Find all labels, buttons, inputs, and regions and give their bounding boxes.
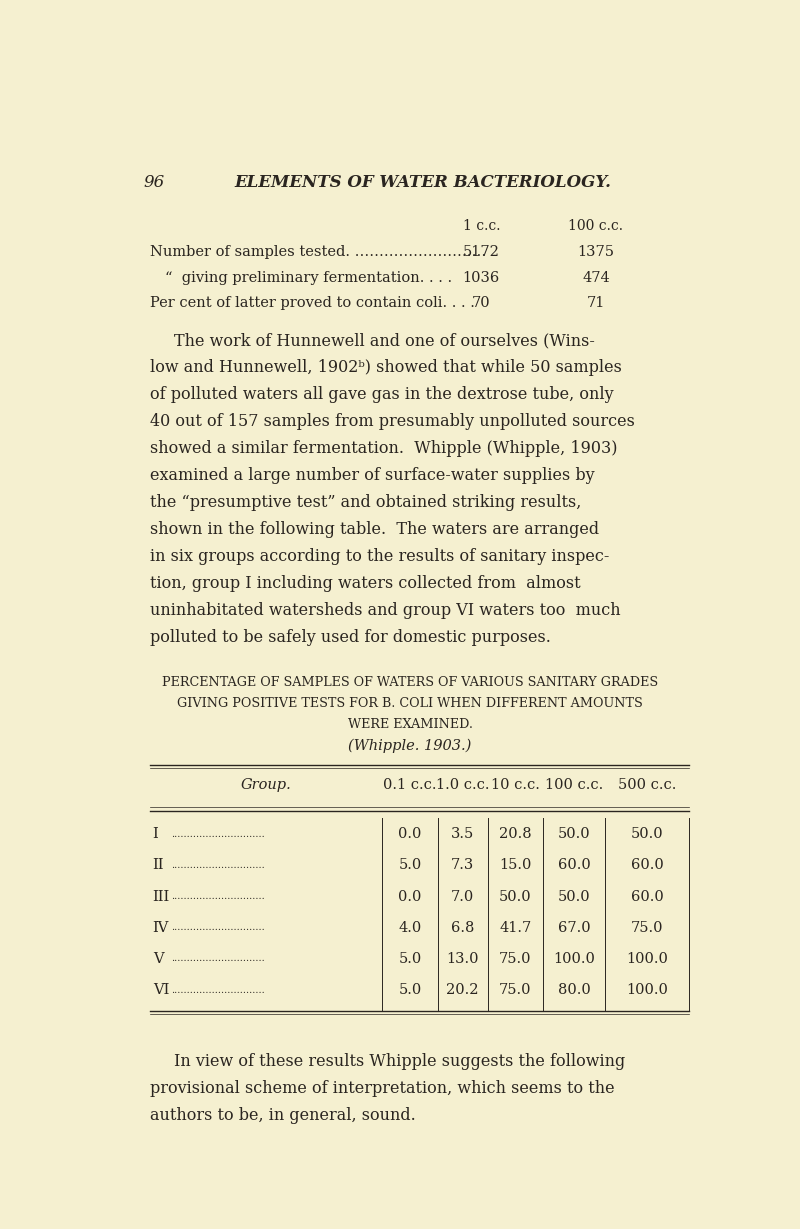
Text: 7.0: 7.0 — [451, 890, 474, 903]
Text: 75.0: 75.0 — [631, 921, 663, 935]
Text: 1036: 1036 — [462, 270, 500, 284]
Text: 100 c.c.: 100 c.c. — [545, 778, 603, 791]
Text: 13.0: 13.0 — [446, 952, 479, 966]
Text: GIVING POSITIVE TESTS FOR B. COLI WHEN DIFFERENT AMOUNTS: GIVING POSITIVE TESTS FOR B. COLI WHEN D… — [177, 697, 643, 710]
Text: Group.: Group. — [241, 778, 291, 791]
Text: II: II — [153, 858, 164, 873]
Text: the “presumptive test” and obtained striking results,: the “presumptive test” and obtained stri… — [150, 494, 581, 511]
Text: 100 c.c.: 100 c.c. — [569, 220, 623, 234]
Text: 15.0: 15.0 — [499, 858, 531, 873]
Text: ..............................: .............................. — [171, 830, 265, 838]
Text: uninhabitated watersheds and group VI waters too  much: uninhabitated watersheds and group VI wa… — [150, 602, 620, 618]
Text: shown in the following table.  The waters are arranged: shown in the following table. The waters… — [150, 521, 598, 538]
Text: 100.0: 100.0 — [554, 952, 595, 966]
Text: 20.8: 20.8 — [499, 827, 532, 841]
Text: 0.0: 0.0 — [398, 890, 422, 903]
Text: ..............................: .............................. — [171, 986, 265, 994]
Text: 80.0: 80.0 — [558, 983, 590, 997]
Text: authors to be, in general, sound.: authors to be, in general, sound. — [150, 1107, 415, 1125]
Text: 10 c.c.: 10 c.c. — [491, 778, 540, 791]
Text: 4.0: 4.0 — [398, 921, 422, 935]
Text: 5172: 5172 — [463, 245, 500, 259]
Text: WERE EXAMINED.: WERE EXAMINED. — [347, 718, 473, 731]
Text: polluted to be safely used for domestic purposes.: polluted to be safely used for domestic … — [150, 629, 550, 645]
Text: In view of these results Whipple suggests the following: In view of these results Whipple suggest… — [174, 1053, 626, 1070]
Text: (Whipple. 1903.): (Whipple. 1903.) — [348, 739, 472, 753]
Text: PERCENTAGE OF SAMPLES OF WATERS OF VARIOUS SANITARY GRADES: PERCENTAGE OF SAMPLES OF WATERS OF VARIO… — [162, 676, 658, 689]
Text: 5.0: 5.0 — [398, 952, 422, 966]
Text: 5.0: 5.0 — [398, 983, 422, 997]
Text: ..............................: .............................. — [171, 923, 265, 933]
Text: 71: 71 — [587, 296, 605, 310]
Text: 1375: 1375 — [578, 245, 614, 259]
Text: IV: IV — [153, 921, 169, 935]
Text: 50.0: 50.0 — [499, 890, 532, 903]
Text: 3.5: 3.5 — [451, 827, 474, 841]
Text: examined a large number of surface-water supplies by: examined a large number of surface-water… — [150, 467, 594, 484]
Text: 0.1 c.c.: 0.1 c.c. — [383, 778, 437, 791]
Text: 20.2: 20.2 — [446, 983, 479, 997]
Text: III: III — [153, 890, 170, 903]
Text: ELEMENTS OF WATER BACTERIOLOGY.: ELEMENTS OF WATER BACTERIOLOGY. — [234, 175, 611, 190]
Text: Per cent of latter proved to contain coli. . . .: Per cent of latter proved to contain col… — [150, 296, 474, 310]
Text: V: V — [153, 952, 163, 966]
Text: 100.0: 100.0 — [626, 952, 668, 966]
Text: The work of Hunnewell and one of ourselves (Wins-: The work of Hunnewell and one of ourselv… — [174, 332, 595, 349]
Text: 75.0: 75.0 — [499, 983, 532, 997]
Text: 70: 70 — [472, 296, 490, 310]
Text: 40 out of 157 samples from presumably unpolluted sources: 40 out of 157 samples from presumably un… — [150, 413, 634, 430]
Text: “  giving preliminary fermentation. . . .: “ giving preliminary fermentation. . . . — [165, 270, 452, 284]
Text: 474: 474 — [582, 270, 610, 284]
Text: of polluted waters all gave gas in the dextrose tube, only: of polluted waters all gave gas in the d… — [150, 386, 614, 403]
Text: low and Hunnewell, 1902ᵇ) showed that while 50 samples: low and Hunnewell, 1902ᵇ) showed that wh… — [150, 359, 622, 376]
Text: 60.0: 60.0 — [558, 858, 590, 873]
Text: 7.3: 7.3 — [451, 858, 474, 873]
Text: 0.0: 0.0 — [398, 827, 422, 841]
Text: Number of samples tested. ………………………: Number of samples tested. ……………………… — [150, 245, 486, 259]
Text: VI: VI — [153, 983, 169, 997]
Text: 67.0: 67.0 — [558, 921, 590, 935]
Text: 50.0: 50.0 — [558, 890, 590, 903]
Text: 1 c.c.: 1 c.c. — [462, 220, 500, 234]
Text: 96: 96 — [143, 175, 165, 190]
Text: 6.8: 6.8 — [451, 921, 474, 935]
Text: in six groups according to the results of sanitary inspec-: in six groups according to the results o… — [150, 548, 609, 565]
Text: 5.0: 5.0 — [398, 858, 422, 873]
Text: 50.0: 50.0 — [631, 827, 663, 841]
Text: 60.0: 60.0 — [630, 858, 663, 873]
Text: 1.0 c.c.: 1.0 c.c. — [436, 778, 490, 791]
Text: tion, group I including waters collected from  almost: tion, group I including waters collected… — [150, 575, 580, 591]
Text: 500 c.c.: 500 c.c. — [618, 778, 676, 791]
Text: 50.0: 50.0 — [558, 827, 590, 841]
Text: showed a similar fermentation.  Whipple (Whipple, 1903): showed a similar fermentation. Whipple (… — [150, 440, 617, 457]
Text: 60.0: 60.0 — [630, 890, 663, 903]
Text: I: I — [153, 827, 158, 841]
Text: ..............................: .............................. — [171, 955, 265, 964]
Text: 41.7: 41.7 — [499, 921, 531, 935]
Text: 75.0: 75.0 — [499, 952, 532, 966]
Text: provisional scheme of interpretation, which seems to the: provisional scheme of interpretation, wh… — [150, 1080, 614, 1097]
Text: ..............................: .............................. — [171, 892, 265, 901]
Text: 100.0: 100.0 — [626, 983, 668, 997]
Text: ..............................: .............................. — [171, 860, 265, 870]
